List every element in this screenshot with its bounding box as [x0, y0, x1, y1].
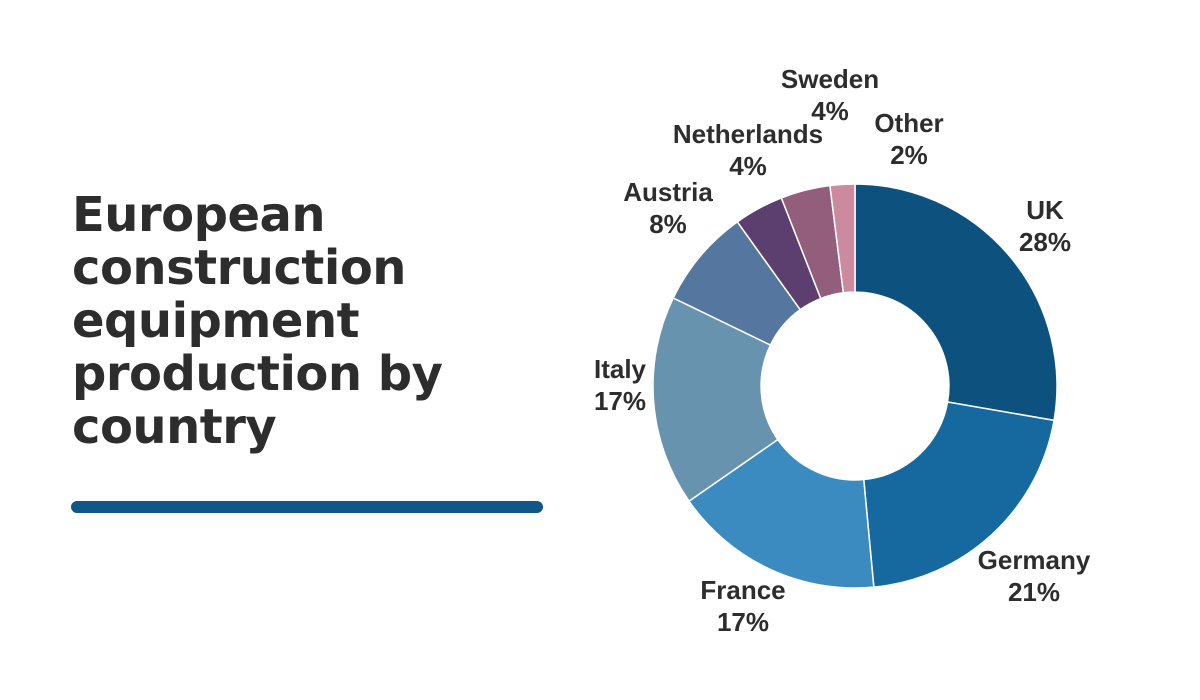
slice-label-name: Sweden [780, 64, 880, 94]
page-title-line: equipment [72, 293, 360, 349]
slice-label-name: Netherlands [672, 119, 824, 149]
page-title-line: European [72, 187, 326, 243]
slice-label-value: 4% [729, 151, 767, 181]
donut-slice-other [829, 183, 856, 294]
page-title-line: country [72, 399, 277, 455]
slice-label-name: Italy [593, 354, 647, 384]
slice-label-name: Other [874, 108, 944, 138]
slice-label-france: France 17% [700, 574, 785, 638]
slice-label-value: 8% [649, 209, 687, 239]
slice-label-other: Other 2% [874, 107, 943, 171]
page-title-line: production by [72, 346, 443, 402]
slice-label-name: Austria [623, 177, 713, 207]
page-title-line: construction [72, 240, 406, 296]
slice-label-italy: Italy 17% [594, 353, 646, 417]
slice-label-austria: Austria 8% [623, 176, 713, 240]
slice-label-germany: Germany 21% [978, 544, 1091, 608]
slice-label-name: France [700, 575, 786, 605]
page-title: European construction equipment producti… [72, 189, 552, 454]
slice-label-name: UK [1026, 195, 1064, 225]
slice-label-value: 17% [593, 386, 647, 416]
title-underline [71, 501, 543, 513]
donut-slice-italy [652, 297, 779, 502]
slice-label-netherlands: Netherlands 4% [673, 118, 823, 182]
slice-label-sweden: Sweden 4% [781, 63, 879, 127]
donut-slice-france [688, 438, 875, 589]
slice-label-value: 28% [1018, 227, 1072, 257]
slice-label-value: 4% [811, 96, 849, 126]
donut-slice-uk [854, 183, 1058, 422]
slice-label-value: 2% [890, 140, 928, 170]
slice-label-name: Germany [977, 545, 1091, 575]
slice-label-value: 21% [1007, 577, 1061, 607]
slice-label-uk: UK 28% [1019, 194, 1071, 258]
donut-slice-germany [863, 401, 1055, 588]
slice-label-value: 17% [716, 607, 770, 637]
